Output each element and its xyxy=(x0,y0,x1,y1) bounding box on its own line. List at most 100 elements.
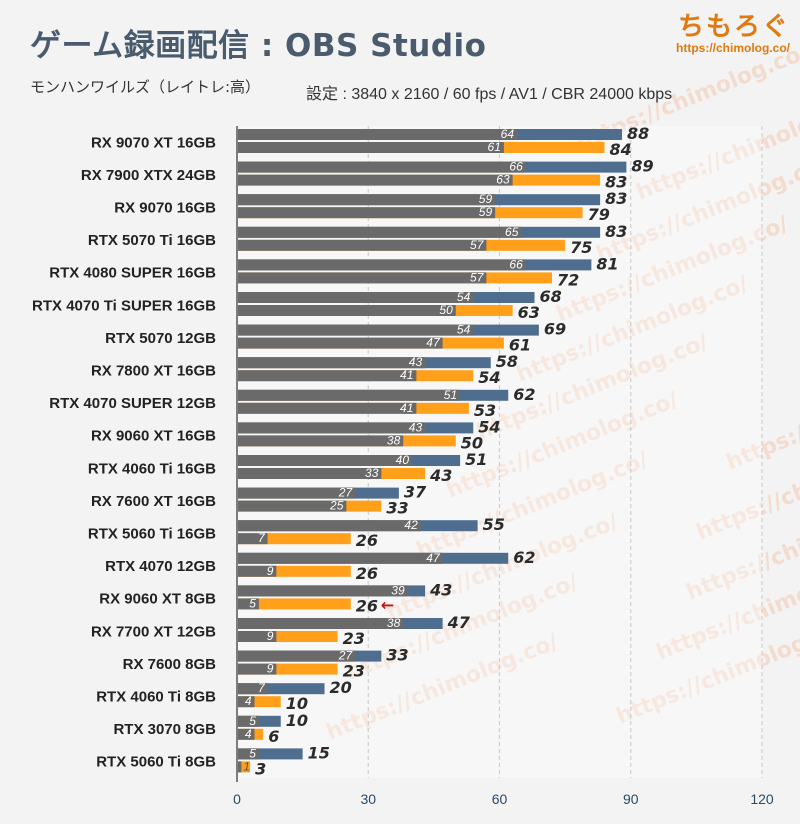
bar-orange xyxy=(238,631,338,642)
data-label-blue: 20 xyxy=(330,678,352,697)
bar-dark xyxy=(238,435,404,447)
data-label-orange: 63 xyxy=(518,303,540,322)
bar-dark xyxy=(238,305,456,316)
data-label-blue: 68 xyxy=(540,287,562,306)
bar-dark xyxy=(238,142,504,153)
category-label: RTX 5070 12GB xyxy=(105,330,216,347)
data-label-orange: 72 xyxy=(557,270,579,289)
bar-dark xyxy=(238,174,513,186)
data-label-orange: 83 xyxy=(605,173,627,192)
data-label-orange: 10 xyxy=(286,694,308,713)
bar-blue xyxy=(238,748,303,760)
data-label-gray: 40 xyxy=(396,453,410,467)
bar-blue xyxy=(238,683,325,695)
bar-dark xyxy=(238,728,255,740)
data-label-gray: 43 xyxy=(409,355,423,369)
data-label-orange: 23 xyxy=(343,629,365,648)
data-label-dark: 38 xyxy=(387,433,401,447)
bar-orange xyxy=(238,761,251,773)
bar-gray xyxy=(238,748,259,760)
data-label-gray: 42 xyxy=(404,518,418,532)
data-label-dark: 9 xyxy=(267,662,274,676)
site-logo[interactable]: ちもろぐ https://chimolog.co/ xyxy=(676,6,790,55)
data-label-blue: 15 xyxy=(308,743,330,762)
bar-gray xyxy=(238,650,356,662)
category-label: RX 7600 8GB xyxy=(123,656,217,673)
bar-orange xyxy=(238,663,338,675)
category-label: RTX 4070 SUPER 12GB xyxy=(49,395,216,412)
bar-gray xyxy=(238,194,496,206)
category-label: RX 9070 16GB xyxy=(114,200,216,217)
category-label: RX 7600 XT 16GB xyxy=(91,493,216,510)
x-tick-label: 90 xyxy=(623,791,639,807)
data-label-dark: 4 xyxy=(245,694,252,708)
data-label-dark: 41 xyxy=(400,401,413,415)
logo-url: https://chimolog.co/ xyxy=(676,41,790,55)
data-label-orange: 43 xyxy=(429,466,452,485)
data-label-gray: 27 xyxy=(338,486,354,500)
category-label: RTX 4070 12GB xyxy=(105,558,216,575)
data-label-gray: 66 xyxy=(509,160,523,174)
bar-gray xyxy=(238,520,421,532)
category-label: RTX 4080 SUPER 16GB xyxy=(49,265,216,282)
bar-gray xyxy=(238,422,426,434)
bar-dark xyxy=(238,370,417,382)
logo-text: ちもろぐ xyxy=(677,12,790,42)
data-label-dark: 33 xyxy=(365,466,379,480)
category-label: RX 7900 XTX 24GB xyxy=(81,167,216,184)
data-label-blue: 89 xyxy=(631,157,653,176)
data-label-blue: 43 xyxy=(429,580,452,599)
data-label-blue: 83 xyxy=(605,189,627,208)
data-label-gray: 64 xyxy=(501,127,515,141)
category-label: RX 9070 XT 16GB xyxy=(91,134,216,151)
data-label-gray: 27 xyxy=(338,649,354,663)
chart-title: ゲーム録画配信 : OBS Studio xyxy=(30,28,487,64)
bar-dark xyxy=(238,761,242,773)
data-label-blue: 47 xyxy=(447,613,471,632)
bar-gray xyxy=(238,129,517,140)
data-label-orange: 33 xyxy=(386,499,408,518)
data-label-blue: 51 xyxy=(465,450,487,469)
data-label-dark: 61 xyxy=(488,140,501,154)
data-label-orange: 26 xyxy=(356,564,378,583)
chart-subtitle: モンハンワイルズ（レイトレ:高） xyxy=(30,78,261,96)
bar-gray xyxy=(238,292,474,303)
data-label-gray: 66 xyxy=(509,257,523,271)
data-label-orange: 50 xyxy=(461,433,483,452)
data-label-gray: 65 xyxy=(505,225,519,239)
data-label-dark: 7 xyxy=(258,531,266,545)
data-label-dark: 57 xyxy=(470,238,485,252)
bar-dark xyxy=(238,696,255,708)
bar-gray xyxy=(238,324,474,336)
data-label-dark: 57 xyxy=(470,270,485,284)
bar-gray xyxy=(238,389,461,401)
bar-gray xyxy=(238,618,404,629)
data-label-orange: 61 xyxy=(509,336,531,355)
x-tick-label: 120 xyxy=(750,791,774,807)
bar-dark xyxy=(238,598,259,610)
data-label-gray: 5 xyxy=(249,714,256,728)
data-label-blue: 10 xyxy=(286,711,308,730)
data-label-blue: 88 xyxy=(627,124,649,143)
data-label-orange: 23 xyxy=(343,662,365,681)
bar-dark xyxy=(238,663,277,675)
data-label-dark: 9 xyxy=(267,564,274,578)
data-label-gray: 43 xyxy=(409,420,423,434)
bar-gray xyxy=(238,226,522,238)
data-label-gray: 7 xyxy=(258,681,266,695)
category-label: RX 7700 XT 12GB xyxy=(91,623,216,640)
data-label-dark: 41 xyxy=(400,368,413,382)
bar-gray xyxy=(238,357,426,369)
bar-dark xyxy=(238,337,443,349)
bar-gray xyxy=(238,161,526,173)
data-label-orange: 53 xyxy=(474,401,496,420)
data-label-blue: 55 xyxy=(483,515,505,534)
data-label-blue: 62 xyxy=(513,548,535,567)
data-label-dark: 25 xyxy=(329,499,344,513)
bar-gray xyxy=(238,552,443,564)
highlight-arrow: ← xyxy=(381,595,394,614)
category-label: RTX 3070 8GB xyxy=(113,721,216,738)
bar-orange xyxy=(238,533,351,545)
